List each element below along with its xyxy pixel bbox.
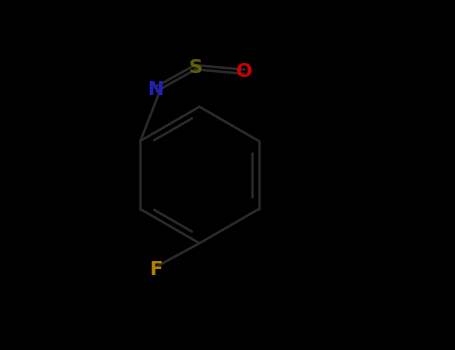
Text: O: O	[236, 62, 253, 81]
Text: S: S	[188, 58, 202, 77]
Text: F: F	[149, 260, 162, 279]
Text: N: N	[147, 80, 164, 99]
